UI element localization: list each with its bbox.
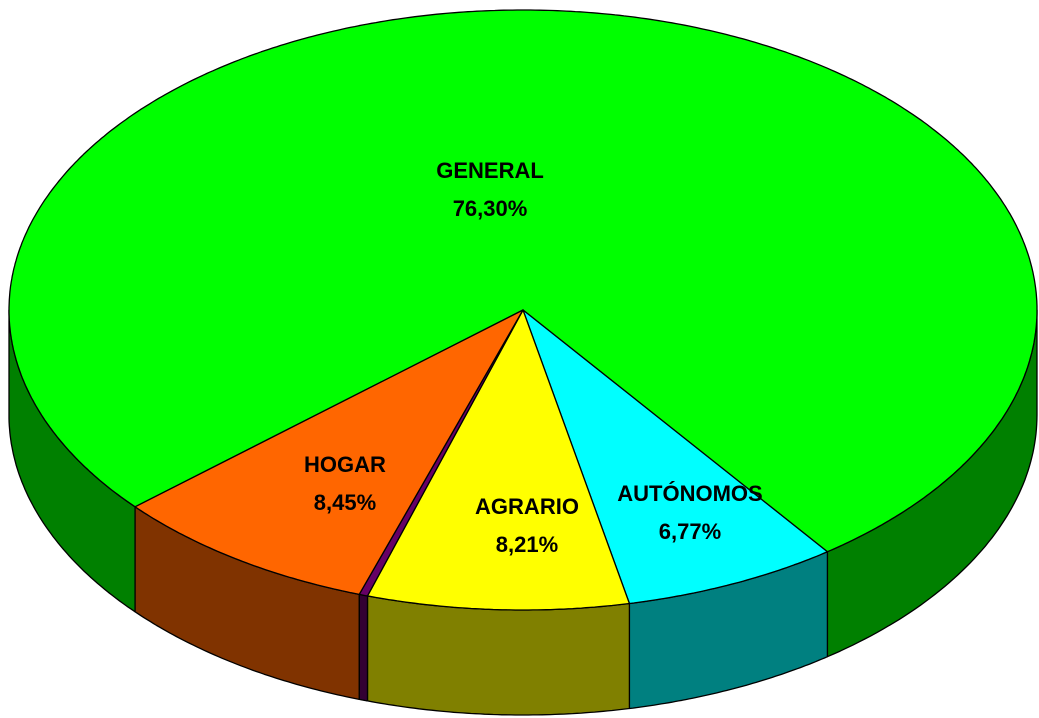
slice-value-label: 8,21%: [496, 532, 558, 557]
pie-slice-side: [358, 593, 369, 702]
pie-slice: [522, 309, 829, 605]
pie-slice-side: [366, 595, 631, 716]
pie-slice: [134, 309, 524, 596]
slice-value-label: 6,77%: [659, 519, 721, 544]
slice-label: HOGAR: [304, 452, 386, 477]
slice-label: AUTÓNOMOS: [617, 481, 762, 506]
pie-slice: [366, 309, 631, 611]
pie-labels: GENERAL 76,30% AUTÓNOMOS 6,77% AGRARIO 8,21% H…: [304, 158, 763, 557]
slice-value-label: 8,45%: [314, 490, 376, 515]
slice-label: AGRARIO: [475, 494, 579, 519]
slice-label: GENERAL: [436, 158, 544, 183]
pie-sides: [8, 309, 1038, 716]
slice-value-label: 76,30%: [453, 196, 528, 221]
pie-slice: [8, 9, 1038, 553]
pie-tops: [8, 9, 1038, 611]
